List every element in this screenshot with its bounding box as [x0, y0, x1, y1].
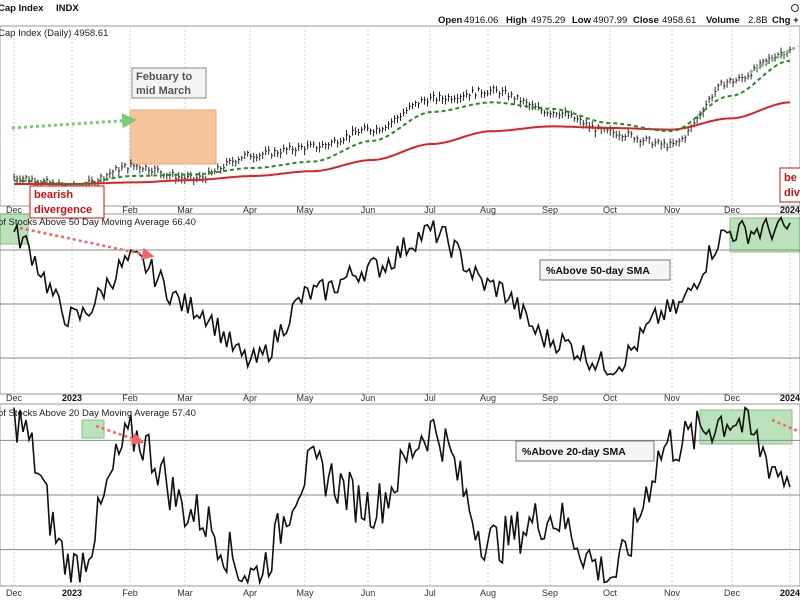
x-tick-label: Dec [6, 393, 23, 403]
feb-march-callout-line1: Febuary to [136, 71, 193, 83]
breadth50-label-box [539, 259, 671, 281]
dec-breadth50-highlight-right [729, 217, 800, 253]
settings-gear-icon[interactable] [791, 4, 799, 12]
x-tick-label: 2024 [780, 393, 800, 403]
header-bar: Cap Index INDX Open 4916.06 High 4975.29… [0, 3, 799, 26]
x-tick-label: Apr [243, 588, 257, 598]
feb-march-callout-line2: mid March [136, 85, 191, 97]
x-tick-label: Nov [664, 205, 681, 215]
symbol-code: INDX [56, 3, 79, 14]
x-tick-label: Feb [122, 588, 138, 598]
breadth20-label: %Above 20-day SMA [522, 446, 626, 458]
x-tick-label: Dec [6, 588, 23, 598]
x-tick-label: Oct [603, 588, 618, 598]
right-divergence-line2: div [784, 187, 800, 199]
symbol-label: Cap Index [0, 3, 44, 14]
high-value: 4975.29 [531, 15, 565, 26]
x-tick-label: Sep [542, 205, 558, 215]
x-tick-label: Nov [664, 393, 681, 403]
x-tick-label: Oct [603, 205, 618, 215]
x-tick-label: May [296, 393, 314, 403]
x-tick-label: Mar [177, 205, 193, 215]
breadth50-label: %Above 50-day SMA [546, 265, 650, 277]
x-tick-label: Jun [361, 205, 376, 215]
close-label: Close [633, 15, 659, 26]
x-tick-label: Aug [480, 588, 496, 598]
high-label: High [506, 15, 527, 26]
x-tick-label: Apr [243, 205, 257, 215]
x-tick-label: Mar [177, 588, 193, 598]
x-tick-label: Mar [177, 393, 193, 403]
x-tick-label: May [296, 588, 314, 598]
bearish-divergence-line1: bearish [34, 189, 73, 201]
x-tick-label: May [296, 205, 314, 215]
bearish-divergence-line2: divergence [34, 204, 92, 216]
x-tick-label: Apr [243, 393, 257, 403]
x-tick-label: Nov [664, 588, 681, 598]
x-tick-label: Jun [361, 588, 376, 598]
breadth20-line [13, 405, 791, 586]
x-tick-label: 2023 [62, 393, 82, 403]
volume-value: 2.8B [748, 15, 768, 26]
x-tick-label: Dec [724, 205, 741, 215]
x-tick-label: Sep [542, 393, 558, 403]
x-tick-label: 2024 [780, 588, 800, 598]
right-divergence-line1: be [784, 172, 797, 184]
breadth20-series-layer [13, 405, 791, 586]
tick-labels: Dec Feb Mar Apr May Jun Jul Aug Sep Oct Nov Dec 2024… [6, 205, 800, 598]
breadth20-panel-title: of Stocks Above 20 Day Moving Average 57… [0, 408, 196, 419]
x-tick-label: Dec [724, 393, 741, 403]
sma-long-line [14, 101, 791, 185]
breadth20-lower-high-arrow [95, 424, 145, 445]
x-tick-label: Feb [122, 205, 138, 215]
chg-label: Chg + [772, 15, 799, 26]
x-tick-label: 2023 [62, 588, 82, 598]
breadth50-panel-title: of Stocks Above 50 Day Moving Average 66… [0, 217, 196, 228]
x-tick-label: Jun [361, 393, 376, 403]
dec-breadth20-highlight [699, 409, 793, 445]
price-series-layer [13, 46, 792, 193]
feb-march-callout-box [131, 67, 207, 99]
price-higher-high-arrow [11, 113, 137, 130]
low-value: 4907.99 [593, 15, 627, 26]
close-value: 4958.61 [662, 15, 696, 26]
x-tick-label: Aug [480, 205, 496, 215]
feb-breadth20-highlight [81, 419, 105, 439]
open-label: Open [438, 15, 462, 26]
x-tick-label: Dec [6, 205, 23, 215]
x-tick-label: Jul [424, 588, 436, 598]
x-tick-label: Sep [542, 588, 558, 598]
breadth50-lower-high-arrow [19, 226, 155, 261]
open-value: 4916.06 [464, 15, 498, 26]
bearish-divergence-callout-box [29, 185, 105, 219]
low-label: Low [572, 15, 592, 26]
x-tick-label: Jul [424, 393, 436, 403]
x-tick-label: Feb [122, 393, 138, 403]
x-tick-label: Dec [724, 588, 741, 598]
feb-march-highlight-box [129, 109, 217, 165]
price-panel-frame [0, 25, 800, 207]
x-tick-label: Oct [603, 393, 618, 403]
breadth20-label-box [515, 440, 655, 462]
right-divergence-callout-box [779, 167, 800, 203]
x-tick-label: Jul [424, 205, 436, 215]
x-tick-label: Aug [480, 393, 496, 403]
breadth20-lower-high-arrow-right [771, 418, 800, 434]
x-tick-label: 2024 [780, 205, 800, 215]
volume-label: Volume [706, 15, 740, 26]
price-panel-title: Cap Index (Daily) 4958.61 [0, 28, 108, 39]
